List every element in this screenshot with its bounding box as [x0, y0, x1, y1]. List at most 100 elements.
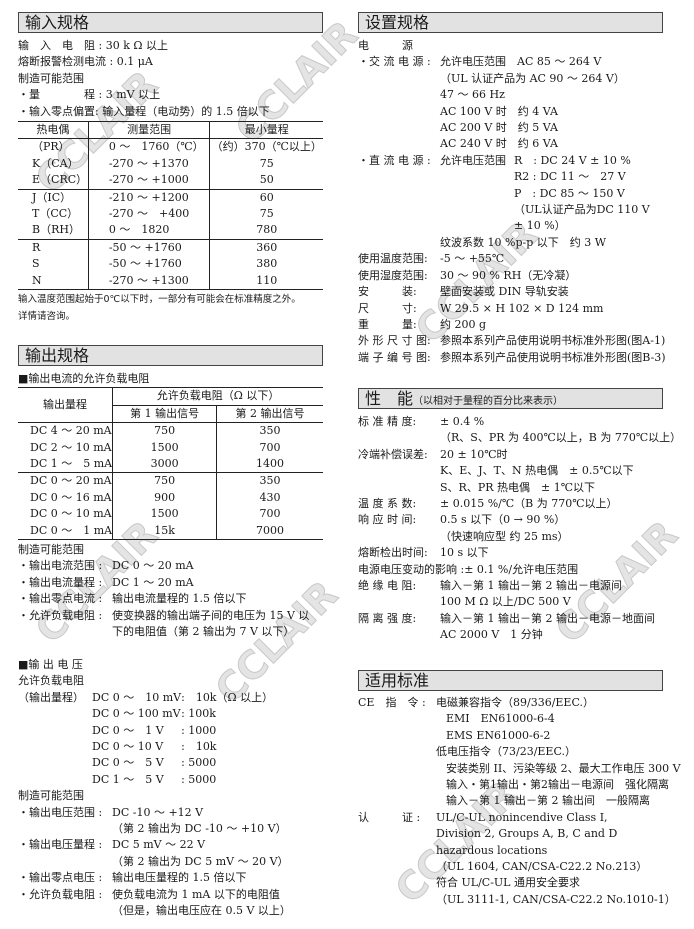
value-line: 壁面安装或 DIN 导轨安装: [440, 285, 569, 299]
column-header-out1: 第 1 输出信号: [112, 405, 218, 424]
spec-row: 重 量: 约 200 g: [358, 317, 663, 333]
text-line: 输 入 电 阻 : 30 k Ω 以上: [18, 39, 168, 52]
load-out1: 900: [112, 489, 218, 507]
value-line: 输入－第 1 输出－第 2 输出－电源－地面间: [440, 611, 655, 625]
table-row: S -50 ～ +1760 380: [18, 256, 323, 273]
output-current-heading: ■输出电流的允许负载电阻: [18, 372, 150, 385]
spec-row: 认 证 : UL/C-UL nonincendive Class I, Divisi…: [358, 810, 676, 908]
spec-label: 温 度 系 数:: [358, 497, 417, 511]
spec-row: ・输出电流范围 : DC 0 ～ 20 mA: [18, 558, 323, 574]
value-line: 47 ～ 66 Hz: [440, 88, 505, 102]
voltage-label: [18, 739, 92, 755]
table-header-row: 热电偶 测量范围 最小量程: [18, 121, 323, 140]
measuring-range: 0 ～ 1820: [88, 222, 211, 240]
spec-label: CE 指 令 :: [358, 696, 426, 709]
spec-row: 制造可能范围: [18, 788, 323, 804]
spec-value: UL/C-UL nonincendive Class I, Division 2,…: [436, 810, 676, 908]
voltage-min-load: : 5000: [181, 772, 217, 786]
spec-label: 绝 缘 电 阻:: [358, 579, 417, 593]
spec-row: 尺 寸: W 29.5 × H 102 × D 124 mm: [358, 301, 663, 317]
thermocouple-table: 热电偶 测量范围 最小量程 （PR） 0 ～ 1760（℃） （约）370（℃以上） K（C…: [18, 121, 323, 291]
minimum-span: 60: [209, 188, 323, 207]
table-row: T（CC） -270 ～ +400 75: [18, 206, 323, 223]
text-line: ・输入零点偏置: 输入量程（电动势）的 1.5 倍以下: [18, 104, 270, 118]
spec-label: 电 源: [358, 39, 413, 52]
spec-row: 电 源: [358, 38, 663, 54]
spec-value: 壁面安装或 DIN 导轨安装: [440, 284, 569, 300]
spec-value: 输出电压量程的 1.5 倍以下: [112, 870, 247, 886]
spec-row: 隔 离 强 度: 输入－第 1 输出－第 2 输出－电源－地面间 AC 2000 V…: [358, 611, 663, 644]
output-range: DC 1 ～ 5 mA: [18, 456, 114, 473]
voltage-row: （输出量程） DC 0 ～ 10 mV: 10k（Ω 以上）: [18, 690, 273, 706]
value-line: 参照本系列产品使用说明书标准外形图(图B-3): [440, 350, 666, 364]
spec-value: 约 200 g: [440, 317, 486, 333]
value-line: DC 5 mV ～ 22 V: [112, 838, 206, 852]
spec-label: 电源电压变动的影响 :: [358, 562, 465, 576]
value-line: ± 0.1 %/允许电压范围: [464, 562, 579, 576]
setup-spec-section: 设置规格 电 源・交 流 电 源 : 允许电压范围 AC 85 ～ 264 V （U…: [358, 12, 666, 366]
section-header-standards: 适用标准: [358, 670, 663, 691]
measuring-range: -270 ～ +400: [88, 206, 211, 223]
value-line: 低电压指令（73/23/EEC.）: [436, 745, 576, 759]
spec-row: ・输出电压范围 : DC -10 ～ +12 V （第 2 输出为 DC -10 ～…: [18, 805, 323, 838]
value-line: S、R、PR 热电偶 ± 1℃以下: [440, 480, 596, 494]
spec-value: 输入－第 1 输出－第 2 输出－电源间 100 M Ω 以上/DC 500 V: [440, 578, 622, 611]
voltage-row: DC 0 ～ 10 V: 10k: [18, 739, 273, 755]
value-line: （快速响应型 约 25 ms）: [440, 529, 569, 543]
value-line: 20 ± 10℃时: [440, 447, 508, 461]
spec-row: 熔断检出时间: 10 s 以下: [358, 545, 663, 561]
spec-value: 参照本系列产品使用说明书标准外形图(图B-3): [440, 350, 666, 366]
spec-row: CE 指 令 : 电磁兼容指令（89/336/EEC.） EMI EN61000-6…: [358, 695, 681, 810]
value-line: 参照本系列产品使用说明书标准外形图(图A-1): [440, 334, 666, 348]
column-header: 测量范围: [88, 121, 211, 140]
output-range: DC 0 ～ 1 mA: [18, 522, 114, 540]
spec-row: 纹波系数 10 %p-p 以下 约 3 W: [358, 235, 663, 251]
performance-section: 性 能（以相对于量程的百分比来表示） 标 准 精 度: ± 0.4 % （R、S、P…: [358, 388, 681, 644]
value-line: 允许电压范围 AC 85 ～ 264 V: [440, 55, 602, 69]
spec-value: 输出电流量程的 1.5 倍以下: [112, 591, 247, 607]
value-line: hazardous locations: [436, 843, 548, 857]
thermocouple-type: N: [18, 272, 89, 290]
spec-label: ・输出电流范围 :: [18, 559, 103, 573]
load-out2: 350: [216, 472, 323, 490]
value-line: W 29.5 × H 102 × D 124 mm: [440, 301, 604, 315]
column-header-range: 输出量程: [18, 387, 114, 424]
table-row: DC 4 ～ 20 mA 750 350: [18, 422, 323, 440]
load-out2: 350: [259, 424, 281, 438]
voltage-label: [18, 706, 92, 722]
standards-lines: CE 指 令 : 电磁兼容指令（89/336/EEC.） EMI EN61000-6…: [358, 695, 681, 908]
output-voltage-section: ■输 出 电 压 允许负载电阻 （输出量程） DC 0 ～ 10 mV: 10k（…: [18, 657, 323, 920]
load-out1: 750: [112, 472, 218, 490]
value-line: 约 200 g: [440, 317, 487, 331]
voltage-min-load: : 1000: [181, 723, 217, 737]
output-range: DC 2 ～ 10 mA: [18, 439, 114, 457]
output-voltage-heading: ■输 出 电 压: [18, 658, 83, 671]
spec-row: ・允许负载电阻 : 使变换器的输出端子间的电压为 15 V 以下的电阻值（第 2 …: [18, 608, 323, 641]
spec-row: ・输出电压量程 : DC 5 mV ～ 22 V （第 2 输出为 DC 5 mV …: [18, 837, 323, 870]
table-row: K（CA） -270 ～ +1370 75: [18, 155, 323, 173]
output-load-table: 输出量程 允许负载电阻（Ω 以下）第 1 输出信号第 2 输出信号 DC 4 ～ 2…: [18, 387, 323, 541]
table-row: DC 2 ～ 10 mA 1500 700: [18, 439, 323, 457]
voltage-range: DC 0 ～ 10 mV: [92, 690, 182, 704]
spec-value: 使负载电流为 1 mA 以下的电阻值 （但是，输出电压应在 0.5 V 以上）: [112, 887, 291, 920]
voltage-min-load: : 10k（Ω 以上）: [181, 690, 274, 704]
output-range: DC 0 ～ 20 mA: [18, 472, 114, 490]
spec-row: ・输出零点电压 : 输出电压量程的 1.5 倍以下: [18, 870, 323, 886]
section-header-performance: 性 能（以相对于量程的百分比来表示）: [358, 388, 663, 409]
value-line: 安装类别 II、污染等级 2、最大工作电压 300 V: [446, 761, 681, 775]
value-line: （UL认证产品为DC 110 V: [514, 203, 650, 217]
performance-title: 性 能: [365, 389, 414, 408]
value-line: （UL 3111-1, CAN/CSA-C22.2 No.1010-1）: [436, 892, 676, 906]
value-line: UL/C-UL nonincendive Class I,: [436, 810, 608, 824]
value-line: 100 M Ω 以上/DC 500 V: [440, 595, 571, 609]
value-line: ± 0.4 %: [440, 415, 485, 428]
spec-value: 0.5 s 以下（0 → 90 %） （快速响应型 约 25 ms）: [440, 512, 569, 545]
voltage-label: [18, 723, 92, 739]
value-line: 符合 UL/C-UL 通用安全要求: [436, 876, 580, 890]
thermocouple-type: （PR）: [18, 138, 89, 156]
value-line: DC 0 ～ 20 mA: [112, 559, 194, 573]
value-line: AC 2000 V 1 分钟: [440, 628, 543, 642]
value-line: 10 s 以下: [440, 546, 489, 560]
text-line: ・量 程 : 3 mV 以上: [18, 88, 161, 102]
load-out1: 15k: [112, 522, 218, 540]
